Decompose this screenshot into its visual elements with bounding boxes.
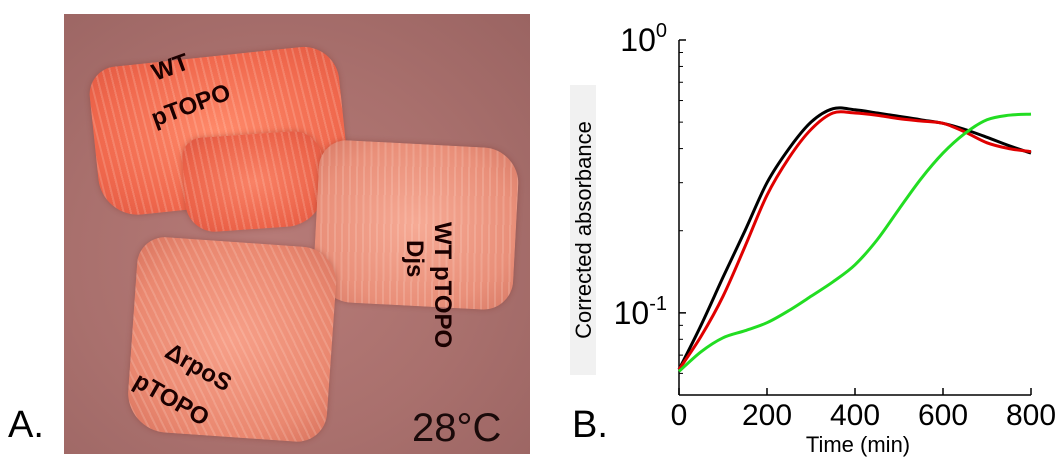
series-lines [677,106,1032,373]
y-axis-label: Corrected absorbance [571,121,596,339]
agar-plate-photo: WT pTOPO WT pTOPO Djs ΔrpoS pTOPO 28°C [64,14,530,454]
y-tick-label: 100 [620,20,667,58]
x-tick-label: 0 [671,399,688,432]
y-ticks: 10-1 100 [614,20,686,396]
series-line-1 [677,106,1032,371]
streak-rpos-ptopo [125,235,339,444]
series-line-2 [677,110,1032,371]
x-tick-label: 800 [1006,399,1056,432]
temperature-label: 28°C [412,406,502,450]
y-tick-label: 10-1 [614,293,667,331]
growth-curve-chart: Corrected absorbance Time (min) 10-1100 … [570,20,1056,457]
x-tick-label: 200 [742,399,792,432]
plate-label-djs: Djs [401,240,428,278]
x-tick-label: 400 [830,399,880,432]
series-line-3 [678,112,1032,373]
plate-label-wt-ptopo-djs: WT pTOPO [429,222,456,349]
x-ticks: 0 200 400 600 800 [671,388,1056,432]
streak-wt-ptopo-djs [311,138,521,312]
ylabel-background [570,85,596,375]
panel-label-b: B. [572,404,608,446]
x-axis-label: Time (min) [806,432,910,457]
panel-label-a: A. [8,404,44,446]
x-tick-label: 600 [918,399,968,432]
streak-wt-ptopo-lower [180,129,328,234]
